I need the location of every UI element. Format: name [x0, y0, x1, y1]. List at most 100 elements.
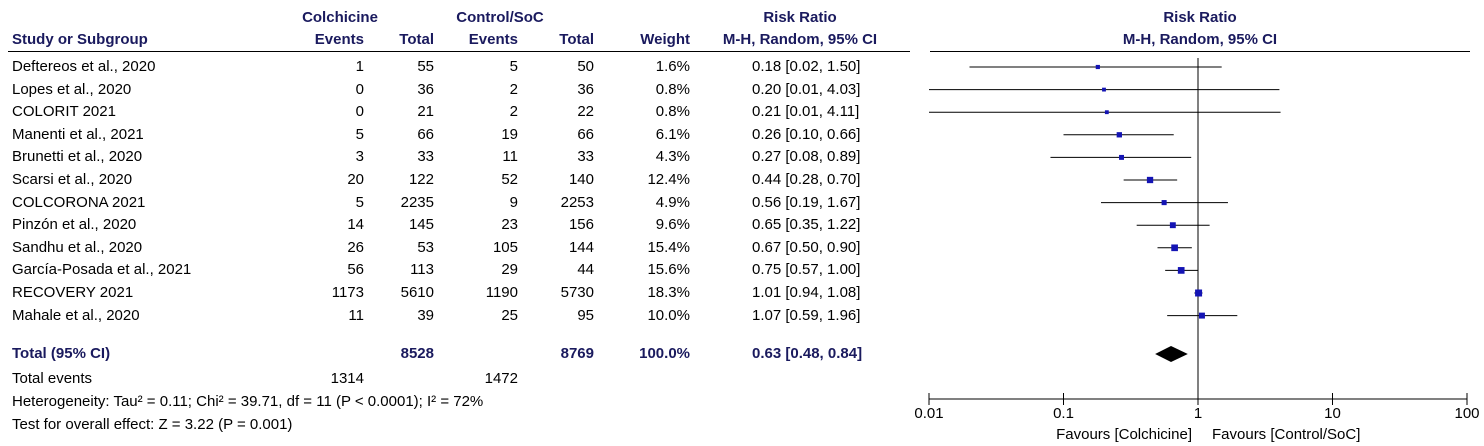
study-rr-ci: 1.01 [0.94, 1.08]	[752, 284, 861, 301]
point-marker	[1198, 312, 1205, 319]
study-total1: 113	[410, 261, 434, 279]
study-weight: 18.3%	[647, 284, 690, 301]
study-total1: 55	[417, 58, 434, 75]
study-name: Scarsi et al., 2020	[12, 171, 133, 188]
study-events1: 56	[347, 261, 364, 279]
study-weight: 0.8%	[655, 103, 690, 121]
plot-title: Risk Ratio	[1163, 9, 1237, 26]
study-rr-ci: 0.67 [0.50, 0.90]	[752, 238, 861, 256]
overall-effect-text: Test for overall effect: Z = 3.22 (P = 0…	[12, 416, 293, 433]
study-rr-ci: 1.07 [0.59, 1.96]	[752, 306, 861, 324]
rr-method: M-H, Random, 95% CI	[722, 31, 878, 48]
rr-title: Risk Ratio	[763, 9, 837, 26]
study-weight: 15.6%	[647, 261, 690, 279]
study-total2: 95	[577, 306, 594, 324]
study-events1: 1173	[331, 284, 364, 301]
study-weight: 9.6%	[655, 216, 690, 234]
study-events2: 5	[509, 58, 518, 75]
study-events2: 23	[501, 216, 518, 234]
point-marker	[1195, 289, 1203, 297]
study-events1: 20	[347, 171, 364, 188]
study-rr-ci: 0.75 [0.57, 1.00]	[752, 261, 861, 279]
study-total2: 140	[568, 171, 594, 188]
study-total2: 36	[577, 80, 594, 98]
point-marker	[1102, 87, 1106, 92]
study-weight: 4.3%	[655, 148, 690, 166]
study-total2: 144	[568, 238, 594, 256]
point-marker	[1116, 132, 1122, 138]
header-rule-left	[8, 51, 910, 52]
pooled-diamond	[1155, 346, 1188, 362]
study-rr-ci: 0.26 [0.10, 0.66]	[752, 125, 861, 143]
study-events2: 52	[501, 171, 518, 188]
x-tick-label: 100	[1454, 405, 1479, 422]
study-total1: 122	[408, 171, 434, 188]
study-total1: 5610	[400, 284, 434, 301]
study-events2: 105	[492, 238, 518, 256]
study-name: Manenti et al., 2021	[12, 125, 144, 143]
point-marker	[1104, 110, 1109, 115]
study-name: Sandhu et al., 2020	[12, 238, 143, 256]
point-marker	[1171, 244, 1178, 252]
favours-right-label: Favours [Control/SoC]	[1212, 426, 1360, 443]
study-total1: 145	[408, 216, 434, 234]
study-name: Brunetti et al., 2020	[12, 148, 143, 166]
study-rr-ci: 0.65 [0.35, 1.22]	[752, 216, 861, 234]
study-events2: 11	[502, 148, 518, 166]
study-name: Pinzón et al., 2020	[12, 216, 137, 234]
study-events1: 0	[355, 103, 364, 121]
plot-method: M-H, Random, 95% CI	[1122, 31, 1278, 48]
study-events1: 1	[355, 58, 364, 75]
study-total2: 22	[577, 103, 594, 121]
study-weight: 6.1%	[655, 125, 690, 143]
header-rule-right	[930, 51, 1470, 52]
study-rr-ci: 0.44 [0.28, 0.70]	[752, 171, 861, 188]
x-tick-label: 10	[1324, 405, 1341, 422]
study-weight: 0.8%	[655, 80, 690, 98]
study-total2: 44	[577, 261, 594, 279]
study-total1: 33	[417, 148, 434, 166]
col-study: Study or Subgroup	[12, 31, 148, 48]
point-marker	[1169, 222, 1176, 229]
study-name: Deftereos et al., 2020	[12, 58, 156, 75]
total-t2: 8769	[560, 345, 594, 362]
total-events-label: Total events	[12, 370, 93, 387]
group2-header: Control/SoC	[456, 9, 544, 26]
study-events1: 0	[355, 80, 364, 98]
point-marker	[1161, 200, 1167, 206]
study-events1: 14	[347, 216, 364, 234]
study-rr-ci: 0.56 [0.19, 1.67]	[752, 193, 861, 211]
study-events1: 11	[348, 306, 364, 324]
study-events1: 26	[347, 238, 364, 256]
study-total1: 2235	[400, 193, 434, 211]
total-events2: 1472	[484, 370, 518, 387]
study-events2: 9	[509, 193, 518, 211]
total-events1: 1314	[330, 370, 364, 387]
study-rr-ci: 0.20 [0.01, 4.03]	[752, 80, 861, 98]
point-marker	[1146, 176, 1154, 184]
study-events2: 25	[501, 306, 518, 324]
study-weight: 15.4%	[647, 238, 690, 256]
study-total1: 39	[417, 306, 434, 324]
study-weight: 4.9%	[655, 193, 690, 211]
favours-left-label: Favours [Colchicine]	[1056, 426, 1192, 443]
heterogeneity-text: Heterogeneity: Tau² = 0.11; Chi² = 39.71…	[12, 393, 484, 410]
study-total2: 5730	[560, 284, 594, 301]
study-rr-ci: 0.18 [0.02, 1.50]	[752, 58, 861, 75]
study-events2: 2	[509, 103, 518, 121]
col-total1: Total	[399, 31, 434, 48]
total-weight: 100.0%	[639, 345, 690, 362]
study-rr-ci: 0.21 [0.01, 4.11]	[752, 103, 860, 121]
col-events1: Events	[314, 31, 364, 48]
study-events2: 29	[501, 261, 518, 279]
col-events2: Events	[468, 31, 518, 48]
point-marker	[1177, 267, 1185, 274]
study-name: Lopes et al., 2020	[12, 80, 132, 98]
study-weight: 1.6%	[655, 58, 690, 75]
point-marker	[1119, 154, 1124, 160]
study-events1: 3	[355, 148, 364, 166]
study-events2: 2	[509, 80, 518, 98]
total-rr: 0.63 [0.48, 0.84]	[752, 345, 863, 362]
study-events2: 1190	[485, 284, 518, 301]
